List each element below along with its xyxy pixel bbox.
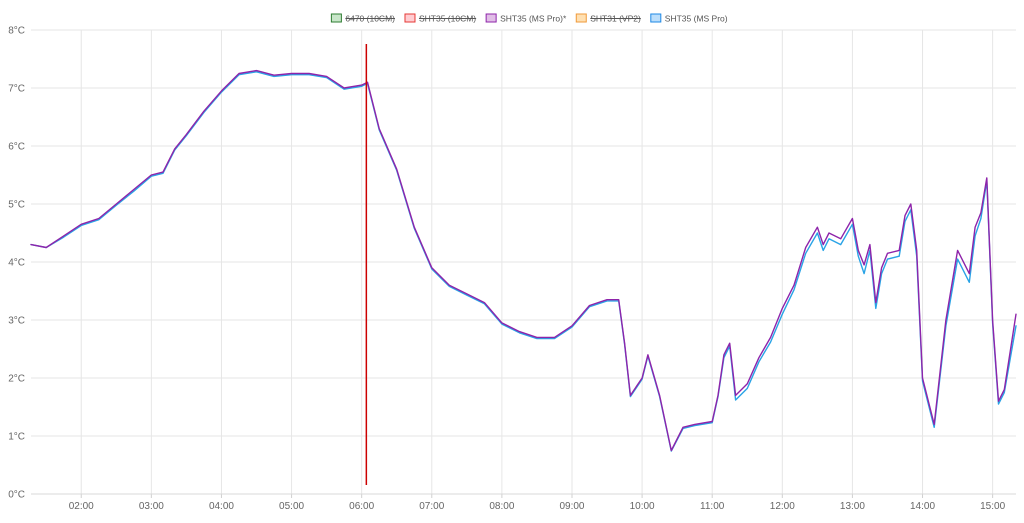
y-tick-label: 1°C <box>8 432 25 443</box>
x-axis: 02:00 03:00 04:00 05:00 06:00 07:00 08:00 09:00… <box>31 493 1016 512</box>
x-tick-label: 13:00 <box>840 501 865 512</box>
x-tick-label: 04:00 <box>209 501 234 512</box>
x-tick-label: 12:00 <box>770 501 795 512</box>
legend-item-sht35-10cm[interactable]: SHT35 (10CM) <box>404 13 476 24</box>
y-tick-label: 4°C <box>8 258 25 269</box>
legend-swatch <box>650 13 662 23</box>
grid <box>31 29 1016 495</box>
y-axis: 0°C 1°C 2°C 3°C 4°C 5°C 6°C 7°C 8°C <box>8 26 25 501</box>
x-tick-label: 11:00 <box>700 501 725 512</box>
x-tick-label: 05:00 <box>279 501 304 512</box>
legend: 6470 (10CM) SHT35 (10CM) SHT35 (MS Pro)* SH… <box>330 13 728 24</box>
y-tick-label: 7°C <box>8 84 25 95</box>
legend-swatch <box>485 13 497 23</box>
x-tick-label: 03:00 <box>139 501 164 512</box>
x-tick-label: 14:00 <box>910 501 935 512</box>
x-tick-label: 09:00 <box>559 501 584 512</box>
legend-item-6470-10cm[interactable]: 6470 (10CM) <box>330 13 395 24</box>
x-tick-label: 10:00 <box>630 501 655 512</box>
legend-swatch <box>330 13 342 23</box>
x-tick-label: 15:00 <box>980 501 1005 512</box>
y-tick-label: 0°C <box>8 490 25 501</box>
series-layer <box>30 69 1017 452</box>
y-tick-label: 8°C <box>8 26 25 37</box>
y-tick-label: 6°C <box>8 142 25 153</box>
legend-item-sht31-vp2[interactable]: SHT31 (VP2) <box>575 13 641 24</box>
legend-swatch <box>404 13 416 23</box>
y-tick-label: 2°C <box>8 374 25 385</box>
series-line-sht35-ms-pro <box>30 69 1017 452</box>
x-tick-label: 06:00 <box>349 501 374 512</box>
legend-swatch <box>575 13 587 23</box>
legend-item-sht35-ms-pro[interactable]: SHT35 (MS Pro) <box>650 13 728 24</box>
legend-item-sht35-ms-pro[interactable]: SHT35 (MS Pro)* <box>485 13 567 24</box>
y-tick-label: 5°C <box>8 200 25 211</box>
x-tick-label: 07:00 <box>419 501 444 512</box>
legend-label: SHT35 (MS Pro)* <box>500 14 567 24</box>
legend-label: SHT35 (MS Pro) <box>665 14 728 24</box>
x-tick-label: 08:00 <box>489 501 514 512</box>
x-tick-label: 02:00 <box>69 501 94 512</box>
series-line-sht35-ms-pro <box>30 71 1017 452</box>
y-tick-label: 3°C <box>8 316 25 327</box>
